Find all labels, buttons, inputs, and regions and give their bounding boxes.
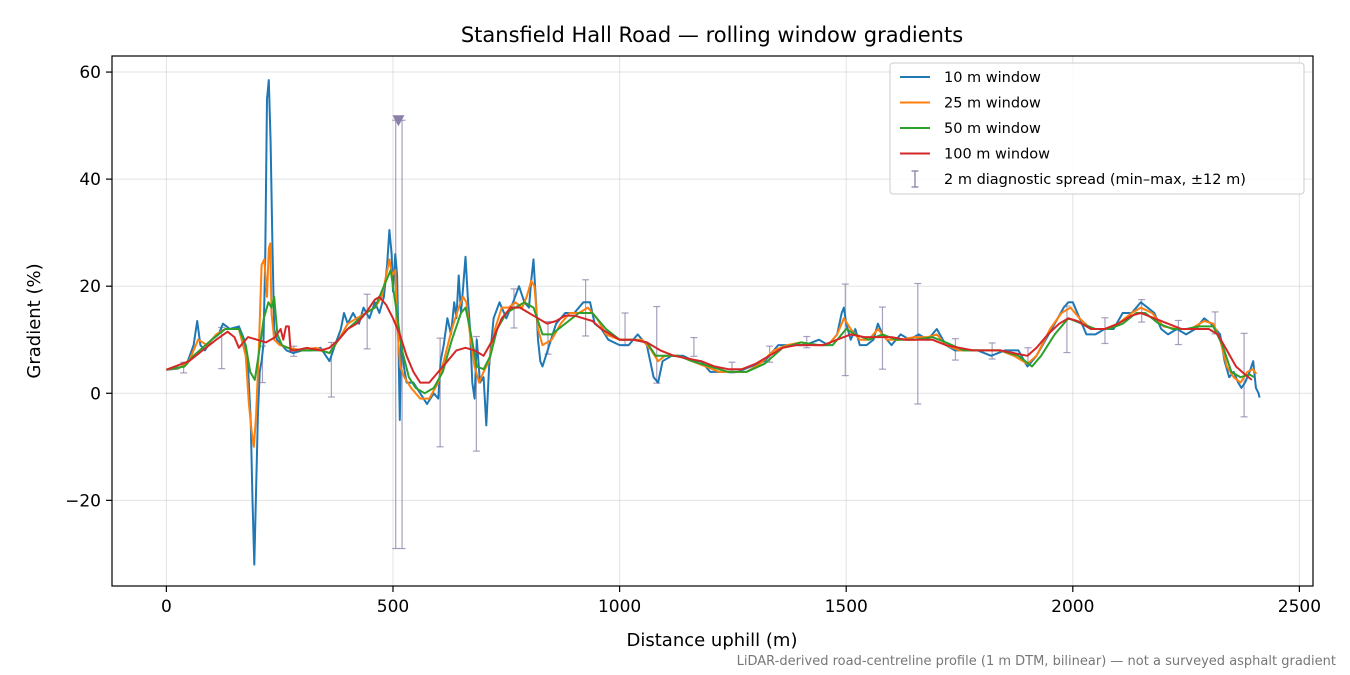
x-axis-label: Distance uphill (m) — [627, 630, 798, 651]
legend-label: 100 m window — [944, 147, 1050, 163]
error-bar — [653, 305, 661, 384]
legend-label: 50 m window — [944, 121, 1041, 137]
y-tick-label: 0 — [90, 384, 101, 404]
chart-title: Stansfield Hall Road — rolling window gr… — [461, 23, 963, 47]
error-bar — [878, 306, 886, 370]
x-tick-label: 1000 — [598, 597, 641, 617]
legend-label: 25 m window — [944, 96, 1041, 112]
plot-frame — [111, 55, 1314, 587]
x-tick-label: 0 — [161, 597, 172, 617]
error-bar — [914, 282, 922, 405]
error-bar — [1101, 317, 1109, 345]
legend-item-2-m-diagnostic-spread-min-max-12-m-: 2 m diagnostic spread (min–max, ±12 m) — [911, 170, 1246, 188]
y-tick-label: 20 — [79, 277, 101, 297]
legend-item-25-m-window: 25 m window — [900, 96, 1041, 112]
error-bar — [363, 293, 371, 350]
legend-item-100-m-window: 100 m window — [900, 147, 1050, 163]
y-axis-label: Gradient (%) — [24, 263, 45, 378]
series-line-10-m-window — [166, 79, 1261, 566]
legend-label: 10 m window — [944, 70, 1041, 86]
legend-errorbar-swatch — [911, 170, 919, 188]
y-tick-label: 60 — [79, 63, 101, 83]
error-bar — [436, 337, 444, 448]
series-line-100-m-window — [166, 295, 1253, 384]
footnote: LiDAR-derived road-centreline profile (1… — [737, 654, 1336, 669]
series-line-50-m-window — [166, 269, 1255, 395]
legend-item-50-m-window: 50 m window — [900, 121, 1041, 137]
legend: 10 m window 25 m window 50 m window 100 m w… — [889, 62, 1305, 195]
y-tick-label: 40 — [79, 170, 101, 190]
x-tick-label: 500 — [377, 597, 409, 617]
peak-marker — [392, 115, 405, 127]
x-tick-label: 2500 — [1278, 597, 1321, 617]
data-layer — [166, 79, 1261, 566]
error-bar — [690, 336, 698, 357]
legend-item-10-m-window: 10 m window — [900, 70, 1041, 86]
legend-label: 2 m diagnostic spread (min–max, ±12 m) — [944, 172, 1246, 188]
legend-box — [889, 62, 1305, 195]
y-tick-label: −20 — [65, 491, 101, 511]
x-tick-label: 1500 — [825, 597, 868, 617]
error-bar — [1174, 319, 1182, 346]
x-tick-label: 2000 — [1051, 597, 1094, 617]
